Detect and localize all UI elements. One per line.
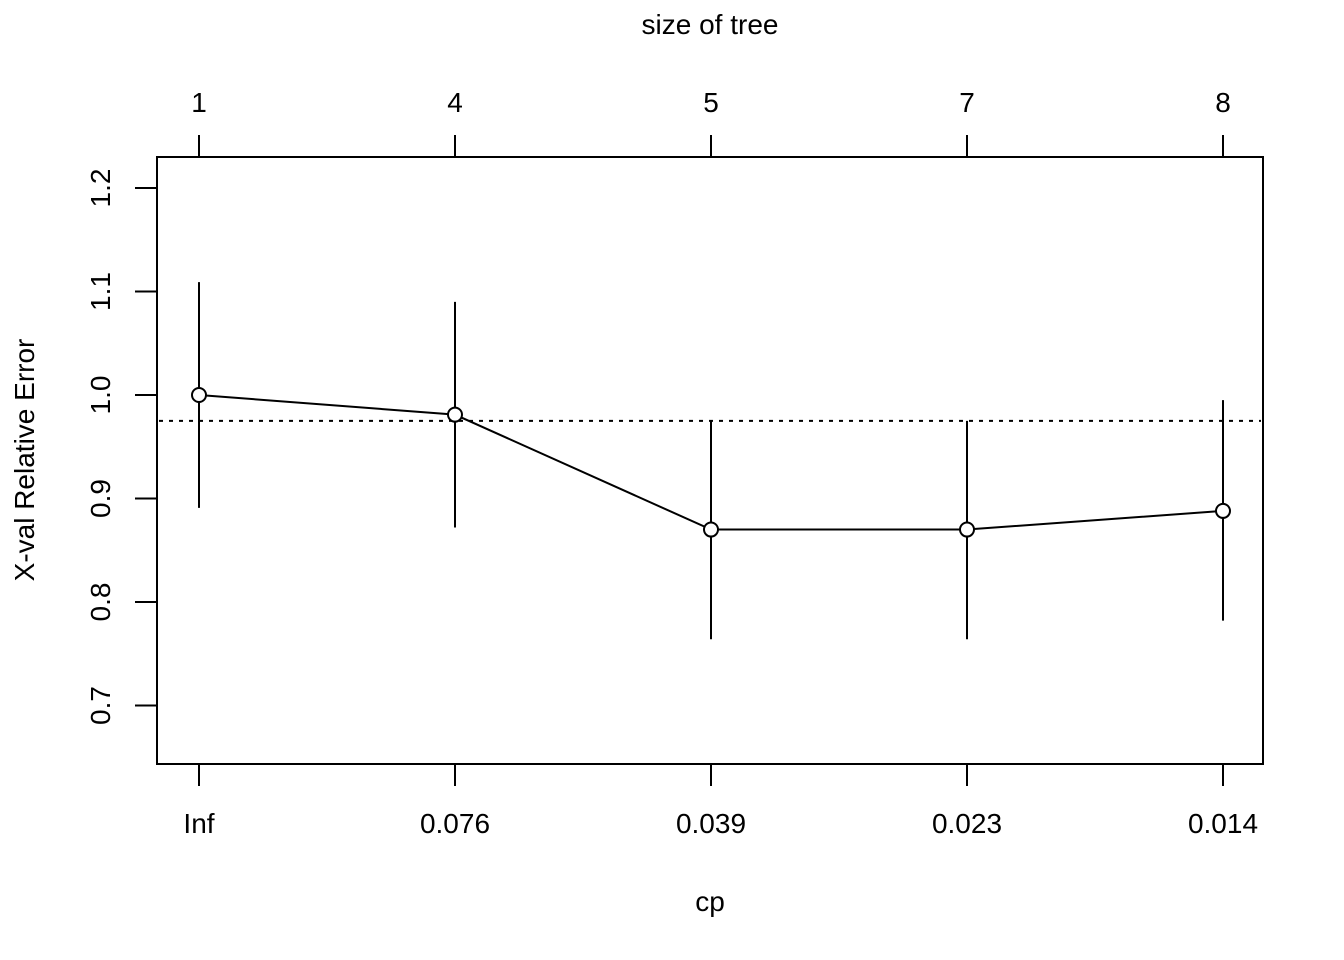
data-point <box>1215 502 1231 519</box>
y-tick-label: 0.8 <box>85 583 116 622</box>
top-tick-label: 1 <box>191 87 207 118</box>
top-tick-label: 4 <box>447 87 463 118</box>
y-tick-label: 1.0 <box>85 376 116 415</box>
y-tick-label: 0.7 <box>85 686 116 725</box>
top-tick-label: 8 <box>1215 87 1231 118</box>
x-axis-title: cp <box>695 886 725 917</box>
y-axis-title: X-val Relative Error <box>9 339 40 582</box>
y-tick-label: 1.1 <box>85 272 116 311</box>
y-tick-label: 1.2 <box>85 169 116 208</box>
x-tick-label: 0.023 <box>932 808 1002 839</box>
data-point <box>959 521 975 538</box>
x-tick-label: Inf <box>183 808 214 839</box>
x-tick-label: 0.076 <box>420 808 490 839</box>
data-point <box>447 406 463 423</box>
x-tick-label: 0.014 <box>1188 808 1258 839</box>
data-point <box>703 521 719 538</box>
data-point <box>191 387 207 403</box>
top-axis-title: size of tree <box>642 9 779 40</box>
top-tick-label: 7 <box>959 87 975 118</box>
x-tick-label: 0.039 <box>676 808 746 839</box>
top-tick-label: 5 <box>703 87 719 118</box>
y-tick-label: 0.9 <box>85 479 116 518</box>
